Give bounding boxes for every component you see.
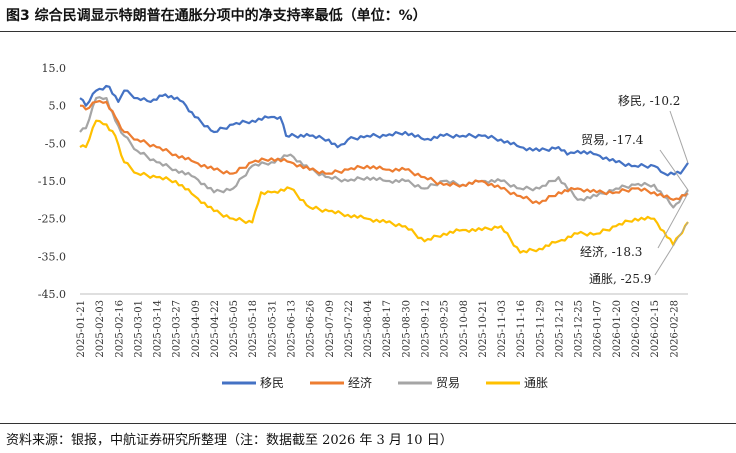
y-tick-label: -5.0 [45, 137, 66, 150]
top-rule [0, 31, 736, 32]
y-tick-label: -15.0 [38, 175, 66, 188]
y-tick-label: -25.0 [38, 213, 66, 226]
x-tick-label: 2025-03-14 [153, 300, 164, 358]
x-tick-label: 2026-01-20 [612, 300, 623, 358]
data-label-通胀: 通胀, -25.9 [589, 272, 651, 286]
series-line-经济 [79, 99, 689, 205]
x-tick-label: 2025-10-08 [459, 300, 470, 358]
series-line-移民 [79, 84, 689, 177]
legend-label-贸易: 贸易 [436, 376, 460, 390]
x-tick-label: 2026-01-07 [593, 300, 604, 358]
x-tick-label: 2025-11-03 [497, 300, 508, 358]
y-tick-label: -35.0 [38, 250, 66, 263]
x-tick-label: 2026-02-15 [650, 300, 661, 358]
series-line-贸易 [79, 96, 689, 209]
annotation-leader-通胀 [654, 221, 689, 276]
data-label-移民: 移民, -10.2 [618, 94, 680, 108]
x-tick-label: 2025-06-13 [287, 300, 298, 358]
x-tick-label: 2025-02-16 [114, 300, 125, 358]
legend-label-经济: 经济 [348, 375, 372, 390]
series-line-通胀 [79, 119, 689, 254]
x-tick-label: 2025-01-21 [76, 300, 87, 358]
x-tick-label: 2025-08-04 [363, 300, 374, 358]
x-tick-label: 2025-08-17 [382, 300, 393, 358]
x-tick-label: 2025-06-26 [306, 300, 317, 358]
legend-label-移民: 移民 [260, 376, 284, 390]
x-tick-label: 2025-05-18 [248, 300, 259, 358]
line-chart: 15.0 5.0 -5.0 -15.0 -25.0 -35.0 -45.0 2025-01-2… [38, 62, 689, 390]
x-tick-label: 2026-02-02 [631, 300, 642, 358]
x-tick-label: 2025-02-03 [95, 300, 106, 358]
x-tick-label: 2025-04-09 [191, 300, 202, 358]
annotation-leader-贸易 [659, 149, 689, 191]
chart-title: 图3 综合民调显示特朗普在通胀分项中的净支持率最低（单位：%） [6, 8, 427, 24]
x-tick-label: 2025-11-29 [535, 300, 546, 358]
x-tick-label: 2025-12-25 [574, 300, 585, 358]
x-tick-label: 2025-10-21 [478, 300, 489, 358]
x-tick-label: 2025-07-22 [344, 300, 355, 358]
x-tick-label: 2025-11-16 [516, 300, 527, 358]
annotation-leader-经济 [657, 193, 689, 249]
x-tick-label: 2025-09-25 [440, 300, 451, 358]
x-tick-label: 2025-12-12 [554, 300, 565, 358]
x-tick-label: 2025-03-01 [133, 300, 144, 358]
x-tick-label: 2025-05-31 [267, 300, 278, 358]
bottom-rule [0, 423, 736, 424]
data-label-贸易: 贸易, -17.4 [581, 133, 644, 147]
x-tick-label: 2025-07-09 [325, 300, 336, 358]
x-tick-label: 2025-03-27 [172, 300, 183, 358]
legend-label-通胀: 通胀 [524, 376, 548, 390]
x-tick-label: 2025-09-12 [420, 300, 431, 358]
x-tick-label: 2025-05-05 [229, 300, 240, 358]
y-tick-label: 15.0 [42, 62, 67, 75]
source-note: 资料来源：银报，中航证券研究所整理（注：数据截至 2026 年 3 月 10 日… [6, 433, 453, 448]
data-label-经济: 经济, -18.3 [580, 244, 642, 259]
annotation-leader-移民 [669, 110, 689, 164]
x-tick-label: 2026-02-28 [669, 300, 680, 358]
x-tick-label: 2025-04-22 [210, 300, 221, 358]
x-tick-label: 2025-08-30 [401, 300, 412, 358]
y-tick-label: 5.0 [49, 100, 67, 113]
y-tick-label: -45.0 [38, 288, 66, 301]
